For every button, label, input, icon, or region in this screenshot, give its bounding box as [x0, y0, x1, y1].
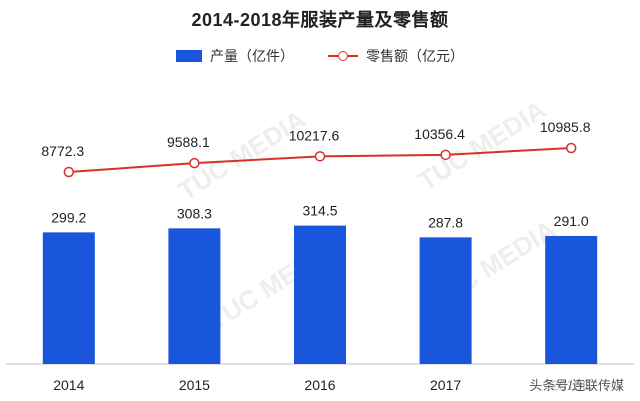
x-tick-label: 2017 [430, 377, 461, 393]
bar-value-label: 291.0 [554, 213, 589, 229]
legend-bar-swatch [176, 50, 202, 62]
line-point [189, 157, 200, 169]
legend-line-swatch [328, 50, 358, 62]
line-value-label: 9588.1 [167, 134, 210, 150]
chart-title: 2014-2018年服装产量及零售额 [191, 10, 449, 30]
line-point [565, 142, 577, 154]
line-point [440, 149, 451, 161]
bar [168, 228, 221, 364]
legend-item-output: 产量（亿件） [176, 46, 294, 66]
legend-label-output: 产量（亿件） [210, 48, 294, 64]
bar-value-label: 308.3 [177, 205, 212, 221]
x-tick-label: 2016 [304, 377, 335, 393]
line-point [63, 166, 75, 178]
bar-value-label: 287.8 [428, 214, 463, 230]
bar-value-label: 299.2 [51, 209, 86, 225]
legend-item-retail: 零售额（亿元） [328, 46, 464, 66]
x-tick-label: 2014 [53, 377, 84, 393]
chart-legend: 产量（亿件） 零售额（亿元） [0, 46, 640, 66]
line-value-label: 10985.8 [540, 119, 591, 135]
legend-label-retail: 零售额（亿元） [366, 48, 464, 64]
line-value-label: 10217.6 [289, 127, 340, 143]
bar [545, 235, 598, 364]
line-value-label: 8772.3 [41, 143, 84, 159]
bar [42, 232, 95, 364]
bar-value-label: 314.5 [302, 203, 337, 219]
line-point [314, 151, 326, 162]
x-tick-label: 2015 [179, 377, 210, 393]
bar [419, 237, 472, 364]
line-value-label: 10356.4 [414, 126, 465, 142]
footer-source: 头条号/连联传媒 [525, 374, 628, 395]
bar [294, 225, 346, 364]
